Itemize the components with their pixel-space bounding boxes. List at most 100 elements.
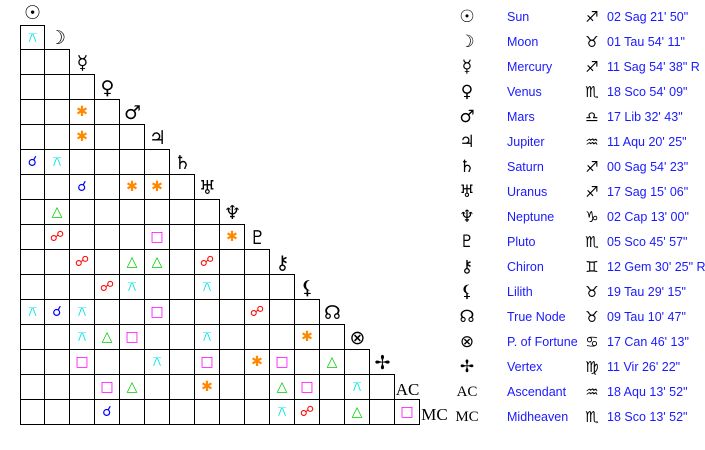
planet-row: ☉ Sun ♐ 02 Sag 21' 50" — [455, 5, 705, 30]
aspect-cell — [44, 249, 70, 275]
aspect-cell — [20, 324, 45, 350]
zodiac-sign-icon: ♏ — [585, 233, 599, 251]
zodiac-sign-icon: ♍ — [585, 358, 599, 376]
zodiac-sign-icon: ♎ — [585, 108, 599, 126]
quincunx-aspect-icon: ⚻ — [152, 354, 162, 370]
planet-row: ☿ Mercury ♐ 11 Sag 54' 38" R — [455, 55, 705, 80]
aspect-cell — [244, 249, 270, 275]
aspect-cell — [20, 174, 45, 200]
planet-name: Midheaven — [507, 410, 569, 424]
sextile-aspect-icon: ✱ — [76, 129, 88, 145]
aspect-cell — [169, 224, 195, 250]
quincunx-aspect-icon: ⚻ — [52, 154, 62, 170]
aspect-cell: ✱ — [119, 174, 145, 200]
planet-glyph-icon: ✢ — [459, 357, 475, 377]
planet-row: ☊ True Node ♉ 09 Tau 10' 47" — [455, 305, 705, 330]
aspect-cell — [269, 324, 295, 350]
aspect-cell: □ — [394, 399, 420, 425]
aspect-cell — [244, 274, 270, 300]
aspect-cell — [219, 374, 245, 400]
zodiac-sign-icon: ♒ — [585, 383, 599, 401]
aspect-cell — [69, 399, 95, 425]
planet-glyph-icon: ♆ — [459, 207, 475, 227]
planet-glyph-icon: AC — [456, 384, 478, 400]
aspect-cell: ⚻ — [69, 299, 95, 325]
sextile-aspect-icon: ✱ — [151, 179, 163, 195]
grid-header-midheaven-glyph: MC — [421, 405, 448, 424]
aspect-cell: ⚻ — [44, 149, 70, 175]
aspect-cell: ✱ — [194, 374, 220, 400]
aspect-cell — [119, 124, 145, 150]
zodiac-sign-icon: ♉ — [585, 33, 599, 51]
planet-glyph-icon: ☿ — [461, 57, 473, 77]
planet-glyph-icon: ♂ — [459, 107, 475, 127]
conjunction-aspect-icon: ☌ — [77, 179, 87, 195]
zodiac-sign-icon: ♐ — [585, 183, 599, 201]
aspect-cell: ☌ — [44, 299, 70, 325]
square-aspect-icon: □ — [150, 229, 164, 245]
aspect-cell — [144, 374, 170, 400]
aspect-cell — [269, 299, 295, 325]
aspect-cell: ⚻ — [194, 324, 220, 350]
aspect-cell — [44, 324, 70, 350]
aspect-cell: ⚻ — [269, 399, 295, 425]
zodiac-sign-icon: ♊ — [585, 258, 599, 276]
aspect-cell: ✱ — [69, 99, 95, 125]
aspect-cell — [44, 74, 70, 100]
aspect-cell — [169, 324, 195, 350]
planet-position: 18 Sco 54' 09" — [607, 85, 688, 99]
opposition-aspect-icon: ☍ — [49, 229, 65, 245]
planet-name: Mars — [507, 110, 535, 124]
aspect-cell — [294, 299, 320, 325]
sextile-aspect-icon: ✱ — [301, 329, 313, 345]
planet-position: 11 Aqu 20' 25" — [607, 135, 687, 149]
aspect-cell — [94, 199, 120, 225]
aspect-cell — [94, 349, 120, 375]
trine-aspect-icon: △ — [351, 404, 363, 420]
aspect-cell — [194, 299, 220, 325]
planet-row: AC Ascendant ♒ 18 Aqu 13' 52" — [455, 380, 705, 405]
aspect-cell: ⚻ — [344, 374, 370, 400]
planet-glyph-icon: MC — [455, 409, 479, 425]
aspect-cell — [169, 349, 195, 375]
aspect-cell: ☌ — [20, 149, 45, 175]
aspect-cell — [319, 324, 345, 350]
sextile-aspect-icon: ✱ — [76, 104, 88, 120]
opposition-aspect-icon: ☍ — [299, 404, 315, 420]
aspect-cell: □ — [144, 224, 170, 250]
square-aspect-icon: □ — [125, 329, 139, 345]
planet-glyph-icon: ♀ — [460, 82, 474, 102]
aspect-cell — [169, 249, 195, 275]
aspect-cell — [344, 349, 370, 375]
zodiac-sign-icon: ♐ — [585, 158, 599, 176]
zodiac-sign-icon: ♏ — [585, 408, 599, 426]
planet-glyph-icon: ♅ — [459, 182, 475, 202]
grid-header-vertex-glyph: ✢ — [374, 352, 391, 374]
aspect-cell: △ — [344, 399, 370, 425]
aspect-cell — [44, 274, 70, 300]
aspect-cell: △ — [144, 249, 170, 275]
aspect-cell — [69, 199, 95, 225]
planet-glyph-icon: ☉ — [459, 7, 475, 27]
planet-row: ♇ Pluto ♏ 05 Sco 45' 57" — [455, 230, 705, 255]
aspect-grid: ☉ ☽ ☿ ♀ ♂ ♃ ♄ ♅ ♆ ♇ ⚷ ⚸ ☊ ⊗ ✢ AC MC ⚻ ✱ ✱ ☌ ⚻ ☌ ✱ ✱ △ ☍ □ ✱ ☍ △ △ ☍ ☍ ⚻ ⚻ ⚻ ☌… — [20, 4, 448, 425]
aspect-cell — [194, 199, 220, 225]
aspect-cell — [20, 224, 45, 250]
aspect-cell — [169, 374, 195, 400]
planet-row: ♂ Mars ♎ 17 Lib 32' 43" — [455, 105, 705, 130]
planet-glyph-icon: ⊗ — [459, 332, 475, 352]
quincunx-aspect-icon: ⚻ — [27, 304, 38, 320]
aspect-cell — [219, 249, 245, 275]
aspect-cell: △ — [94, 324, 120, 350]
aspect-cell — [44, 374, 70, 400]
square-aspect-icon: □ — [300, 379, 314, 395]
quincunx-aspect-icon: ⚻ — [127, 279, 137, 295]
aspect-cell — [319, 399, 345, 425]
planet-position: 17 Sag 15' 06" — [607, 185, 689, 199]
planet-position: 02 Cap 13' 00" — [607, 210, 689, 224]
planet-row: ☽ Moon ♉ 01 Tau 54' 11" — [455, 30, 705, 55]
aspect-cell — [269, 274, 295, 300]
planet-row: ♃ Jupiter ♒ 11 Aqu 20' 25" — [455, 130, 705, 155]
aspect-cell — [20, 49, 45, 75]
aspect-cell — [244, 324, 270, 350]
